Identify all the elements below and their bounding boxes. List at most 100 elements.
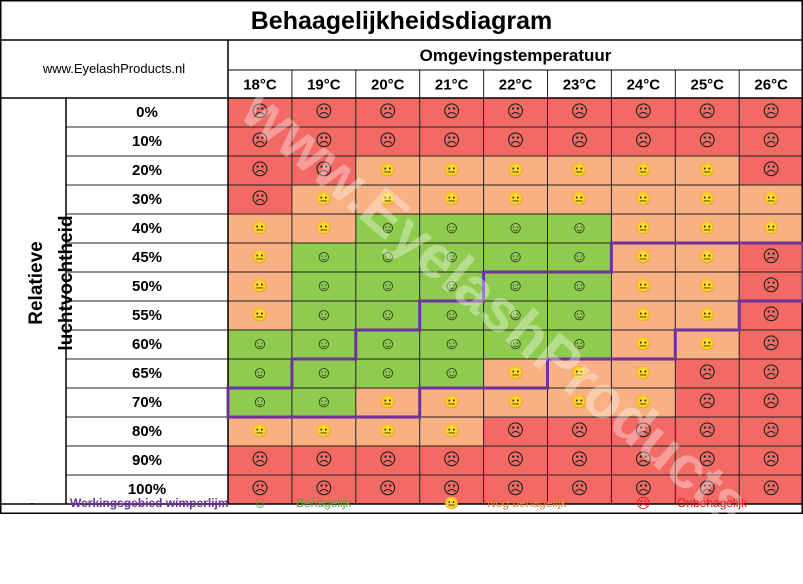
cell-face-bad: ☹ [379,131,397,150]
cell-face-ok: 😐 [635,307,651,322]
wimperlijm-range-outline [226,241,803,419]
heatmap-cell [228,388,292,417]
legend-ok-icon: 😐 [444,496,459,510]
cell-face-good: ☺ [315,276,332,295]
cell-face-bad: ☹ [571,450,589,469]
x-tick-label: 20°C [371,77,405,94]
cell-face-good: ☺ [507,218,524,237]
cell-face-ok: 😐 [763,220,779,235]
heatmap-cell [739,359,803,388]
heatmap-cell [291,301,356,330]
heatmap-cell [483,127,548,156]
heatmap-cell [483,156,548,185]
heatmap-cell [483,243,548,272]
cell-face-good: ☺ [571,218,588,237]
cell-face-ok: 😐 [571,394,587,409]
cell-face-good: ☺ [443,247,460,266]
heatmap-cell [611,301,676,330]
heatmap-cell [547,243,612,272]
heatmap-cell [547,156,612,185]
heatmap-cell [739,98,803,127]
cell-face-good: ☺ [571,276,588,295]
heatmap-cell [419,301,484,330]
cell-face-bad: ☹ [315,131,333,150]
chart-title: Behaagelijkheidsdiagram [250,7,553,35]
cell-face-ok: 😐 [507,394,523,409]
heatmap-cell [419,243,484,272]
cell-face-good: ☺ [571,305,588,324]
cell-face-ok: 😐 [635,278,651,293]
heatmap-cell [547,330,612,359]
heatmap-cell [355,214,420,243]
y-tick-label: 80% [132,423,162,440]
cell-face-ok: 😐 [252,307,268,322]
heatmap-cell [611,388,676,417]
cell-face-bad: ☹ [762,421,780,440]
heatmap-cell [739,446,803,475]
heatmap-cell [419,127,484,156]
cell-face-bad: ☹ [762,305,780,324]
cell-face-bad: ☹ [634,102,652,121]
legend-dash: - [30,496,34,510]
cell-face-bad: ☹ [251,160,269,179]
heatmap-cell [228,98,292,127]
heatmap-cell [355,243,420,272]
cell-face-good: ☺ [507,305,524,324]
y-tick-label: 20% [132,162,162,179]
heatmap-cell [675,156,740,185]
cell-face-ok: 😐 [635,365,651,380]
heatmap-cell [291,214,356,243]
heatmap-cell [355,156,420,185]
y-tick-label: 30% [132,191,162,208]
cell-face-ok: 😐 [507,162,523,177]
legend-bad-icon: ☹ [636,495,651,511]
x-tick-label: 25°C [690,77,724,94]
legend-good-icon: ☺ [253,495,268,511]
heatmap-cell [547,214,612,243]
cell-face-good: ☺ [315,392,332,411]
cell-face-bad: ☹ [443,450,461,469]
heatmap-cell [291,98,356,127]
heatmap-cell [675,446,740,475]
heatmap-cell [675,475,740,504]
cell-face-bad: ☹ [379,479,397,498]
cell-face-bad: ☹ [571,102,589,121]
cell-face-bad: ☹ [634,131,652,150]
heatmap-cell [355,127,420,156]
heatmap-cell [419,98,484,127]
cell-face-bad: ☹ [251,131,269,150]
cell-face-ok: 😐 [444,162,460,177]
cell-face-bad: ☹ [507,421,525,440]
heatmap-cell [611,359,676,388]
cell-face-good: ☺ [379,363,396,382]
heatmap-cell [675,185,740,214]
heatmap-cell [547,475,612,504]
cell-face-bad: ☹ [698,479,716,498]
cell-face-bad: ☹ [251,450,269,469]
cell-face-bad: ☹ [698,131,716,150]
heatmap-cell [739,185,803,214]
heatmap-cell [291,156,356,185]
y-axis-title: Relatieve luchtvochtheid [26,215,77,351]
cell-face-good: ☺ [315,334,332,353]
heatmap-cell [675,214,740,243]
heatmap-cell [355,446,420,475]
cell-face-good: ☺ [443,363,460,382]
cell-face-ok: 😐 [635,191,651,206]
cell-face-bad: ☹ [762,102,780,121]
heatmap-cell [739,475,803,504]
cell-face-bad: ☹ [379,102,397,121]
cell-face-bad: ☹ [443,131,461,150]
heatmap-cell [675,243,740,272]
heatmap-cell [228,243,292,272]
cell-face-ok: 😐 [316,220,332,235]
cell-face-bad: ☹ [443,102,461,121]
heatmap-cell [547,301,612,330]
cell-face-ok: 😐 [444,423,460,438]
y-tick-label: 70% [132,394,162,411]
cell-face-ok: 😐 [252,249,268,264]
cell-face-bad: ☹ [698,102,716,121]
cell-face-bad: ☹ [507,450,525,469]
website-label: www.EyelashProducts.nl [42,61,186,76]
cell-face-bad: ☹ [762,247,780,266]
